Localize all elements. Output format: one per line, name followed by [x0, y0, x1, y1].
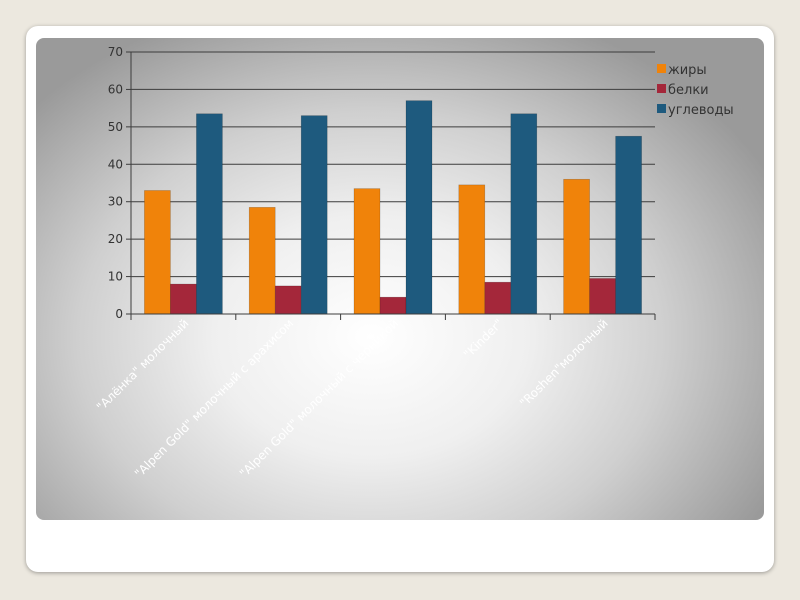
bar-жиры-2 [353, 188, 381, 315]
bar-белки-0 [170, 283, 197, 315]
y-tick-label: 40 [108, 157, 123, 171]
y-tick-label: 10 [108, 270, 123, 284]
legend: жиры белки углеводы [657, 63, 734, 118]
bar-углеводы-4 [615, 135, 642, 315]
y-tick-label: 70 [108, 45, 123, 59]
bar-жиры-0 [144, 190, 171, 315]
legend-swatch-углеводы [657, 104, 666, 113]
y-tick-label: 50 [108, 120, 123, 134]
y-tick-label: 30 [108, 195, 123, 209]
bar-углеводы-2 [405, 100, 433, 315]
legend-label: белки [668, 83, 709, 98]
x-category-label: "Roshen"молочный [517, 316, 611, 410]
bar-белки-4 [589, 278, 616, 315]
axes [126, 51, 656, 320]
bar-жиры-3 [458, 184, 486, 315]
x-category-label: "Алёнка" молочный [94, 316, 192, 414]
bar-углеводы-0 [196, 113, 223, 315]
legend-label: жиры [668, 63, 707, 78]
bar-углеводы-3 [510, 113, 538, 315]
bar-белки-2 [379, 296, 407, 315]
legend-label: углеводы [668, 103, 734, 118]
y-axis-tick-labels: 0 10 20 30 40 50 60 70 [108, 45, 123, 321]
bars [144, 100, 642, 315]
legend-swatch-жиры [657, 64, 666, 73]
x-category-label: "Kinder" [461, 316, 506, 361]
y-tick-label: 20 [108, 232, 123, 246]
y-tick-label: 60 [108, 82, 123, 96]
bar-углеводы-1 [300, 115, 328, 315]
legend-swatch-белки [657, 84, 666, 93]
bar-жиры-1 [248, 207, 276, 315]
bar-белки-3 [484, 281, 512, 315]
y-tick-label: 0 [115, 307, 123, 321]
bar-белки-1 [274, 285, 302, 315]
x-axis-category-labels: "Алёнка" молочный"Alpen Gold" молочный с… [94, 316, 611, 480]
bar-жиры-4 [563, 178, 590, 315]
